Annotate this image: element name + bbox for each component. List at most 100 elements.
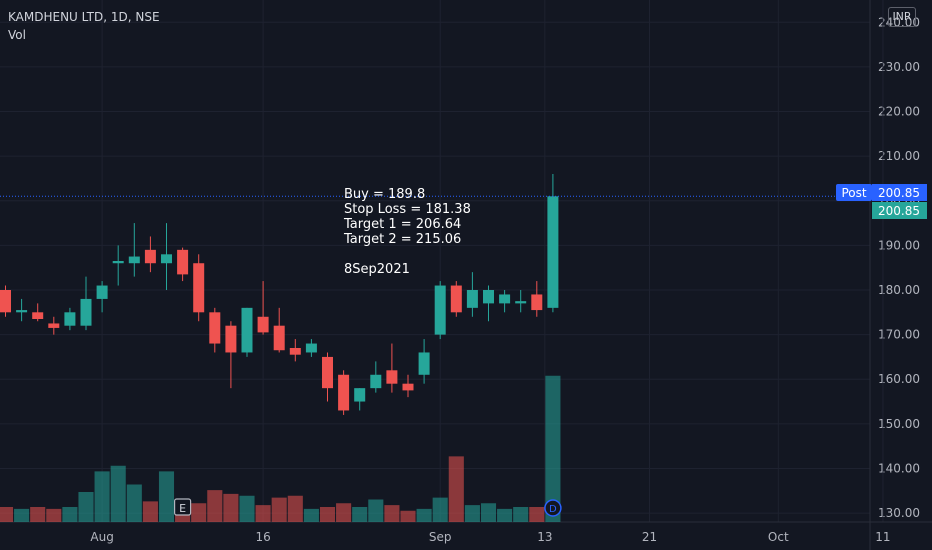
volume-bar xyxy=(513,507,529,522)
candle-body xyxy=(450,285,462,313)
candle-body xyxy=(354,388,366,402)
candle-body xyxy=(531,294,543,311)
volume-bar xyxy=(400,510,416,522)
volume-bar xyxy=(319,507,336,522)
x-tick-label: Aug xyxy=(90,530,113,544)
candle-body xyxy=(144,249,156,264)
volume-bar xyxy=(126,484,142,522)
candle-body xyxy=(257,316,269,333)
candle-body xyxy=(32,312,44,319)
candle-body xyxy=(80,298,92,326)
x-tick-label: Oct xyxy=(768,530,789,544)
y-tick-label: 150.00 xyxy=(878,417,920,431)
x-tick-label: 16 xyxy=(255,530,270,544)
volume-bar xyxy=(271,497,287,522)
candle-body xyxy=(177,249,189,275)
candle-body xyxy=(305,343,317,353)
volume-bar xyxy=(336,503,352,522)
candle-body xyxy=(370,374,382,389)
earnings-marker-label: E xyxy=(179,502,186,515)
y-tick-label: 190.00 xyxy=(878,238,920,252)
volume-bar xyxy=(207,490,223,522)
candle-body xyxy=(289,348,301,355)
candle-body xyxy=(466,290,478,308)
y-tick-label: 210.00 xyxy=(878,149,920,163)
x-tick-label: 21 xyxy=(642,530,657,544)
candle-body xyxy=(64,312,76,326)
candle-body xyxy=(209,312,221,344)
candle-body xyxy=(241,307,253,353)
annotation-line: Target 1 = 206.64 xyxy=(343,217,461,232)
volume-bar xyxy=(432,497,448,522)
volume-bar xyxy=(448,456,464,522)
volume-bar xyxy=(142,501,158,522)
currency-button[interactable]: INR xyxy=(888,7,916,27)
volume-bar xyxy=(78,492,94,522)
y-tick-label: 170.00 xyxy=(878,328,920,342)
candle-body xyxy=(515,301,527,304)
y-tick-label: 130.00 xyxy=(878,506,920,520)
volume-bar xyxy=(497,508,513,522)
volume-bar xyxy=(352,507,368,522)
annotation-line: 8Sep2021 xyxy=(344,262,410,277)
candle-body xyxy=(483,290,494,304)
candle-body xyxy=(338,374,350,411)
candle-body xyxy=(48,323,60,328)
symbol-title: KAMDHENU LTD, 1D, NSE xyxy=(8,10,160,24)
candle-body xyxy=(418,352,430,375)
volume-bar xyxy=(110,465,126,522)
indicator-label: Vol xyxy=(8,28,26,42)
annotation-line: Stop Loss = 181.38 xyxy=(344,202,471,217)
annotation-line: Buy = 189.8 xyxy=(344,187,425,202)
y-tick-label: 230.00 xyxy=(878,60,920,74)
volume-bar xyxy=(62,507,78,522)
post-tag-label: Post xyxy=(841,186,866,200)
volume-bar xyxy=(0,507,14,522)
y-tick-label: 180.00 xyxy=(878,283,920,297)
candle-body xyxy=(499,294,511,304)
x-tick-label: Sep xyxy=(429,530,452,544)
candle-body xyxy=(128,256,140,264)
x-tick-label: 11 xyxy=(875,530,890,544)
candle-body xyxy=(112,261,124,264)
volume-bar xyxy=(239,495,255,522)
candle-body xyxy=(161,254,172,264)
volume-bar xyxy=(303,508,319,522)
last-price-label: 200.85 xyxy=(878,204,920,218)
candle-body xyxy=(547,196,559,308)
candle-body xyxy=(225,325,237,353)
last-price-badge xyxy=(872,202,927,219)
volume-bar xyxy=(158,471,175,522)
volume-bar xyxy=(94,471,110,522)
candle-body xyxy=(273,325,285,351)
earnings-marker xyxy=(174,498,192,516)
volume-bar xyxy=(416,508,432,522)
y-tick-label: 220.00 xyxy=(878,105,920,119)
volume-bar xyxy=(464,505,480,522)
volume-bar xyxy=(480,503,497,522)
candle-body xyxy=(0,290,11,313)
volume-bar xyxy=(287,495,303,522)
annotation-line: Target 2 = 215.06 xyxy=(343,232,461,247)
volume-bar xyxy=(368,499,384,522)
candle-body xyxy=(322,356,333,389)
y-tick-label: 160.00 xyxy=(878,372,920,386)
candle-body xyxy=(96,285,108,299)
y-tick-label: 140.00 xyxy=(878,461,920,475)
volume-bar xyxy=(255,505,271,522)
volume-bar xyxy=(529,507,545,522)
dividend-marker xyxy=(544,499,562,517)
volume-bar xyxy=(545,375,561,522)
volume-bar xyxy=(46,508,62,522)
volume-bar xyxy=(223,493,239,522)
post-price-badge xyxy=(872,184,927,201)
candle-body xyxy=(402,383,414,391)
volume-bar xyxy=(191,503,207,522)
x-tick-label: 13 xyxy=(537,530,552,544)
post-tag xyxy=(836,184,872,201)
candle-body xyxy=(386,370,398,384)
volume-bar xyxy=(14,508,30,522)
candle-body xyxy=(434,285,446,335)
candle-body xyxy=(16,310,28,313)
